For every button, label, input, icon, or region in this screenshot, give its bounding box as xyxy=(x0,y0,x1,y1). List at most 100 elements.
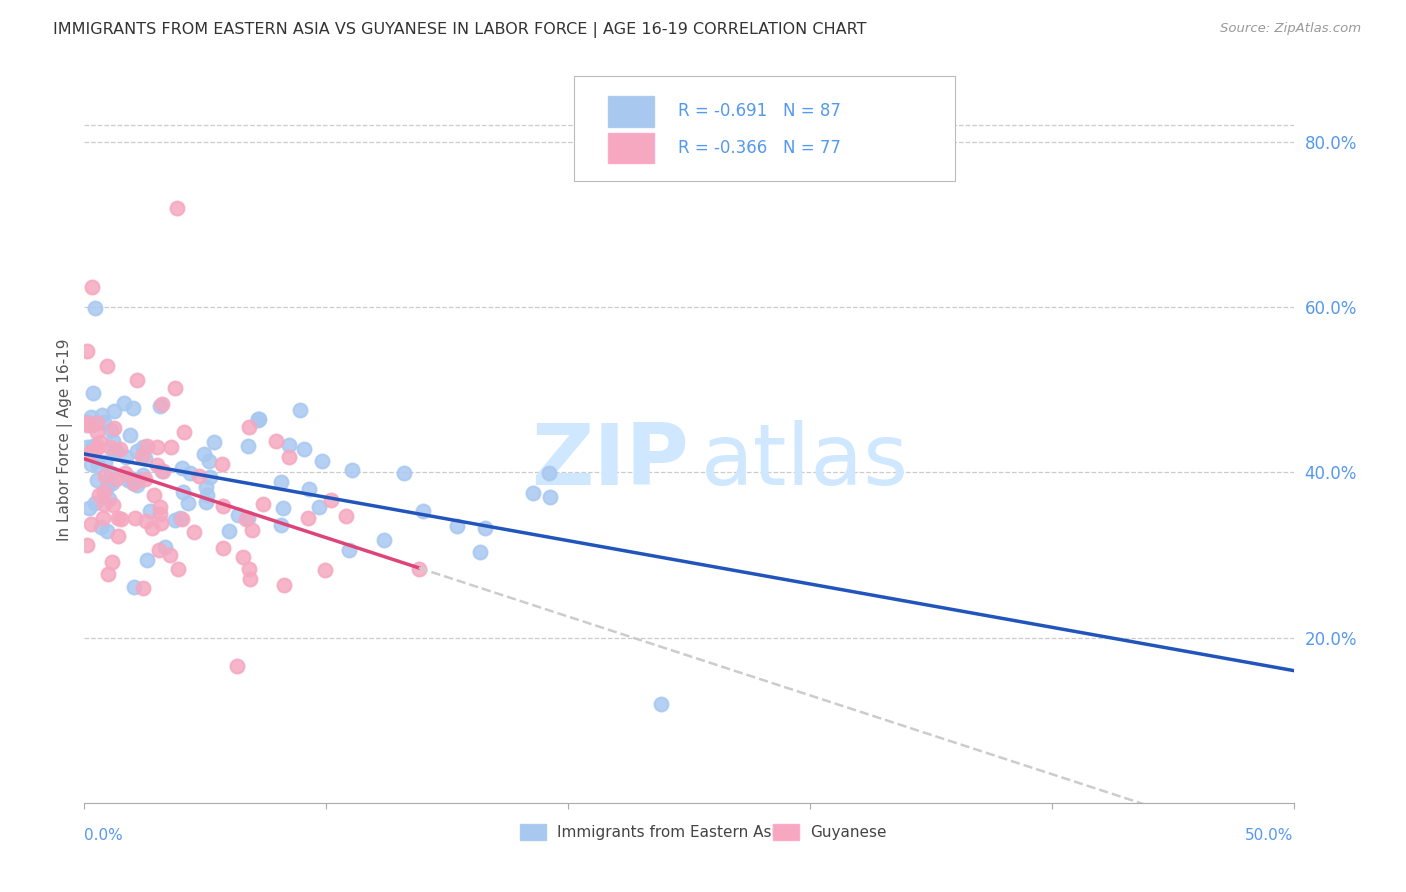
Point xyxy=(273,578,295,592)
Point xyxy=(183,525,205,540)
Point xyxy=(188,469,211,483)
Point xyxy=(100,423,122,437)
Point xyxy=(134,472,156,486)
Point xyxy=(247,411,270,425)
Text: ZIP: ZIP xyxy=(531,419,689,502)
Point xyxy=(80,445,103,459)
Point xyxy=(650,697,672,711)
Point xyxy=(122,473,145,487)
Point xyxy=(82,280,104,294)
Point xyxy=(82,417,104,432)
Point xyxy=(148,399,170,413)
Point xyxy=(193,447,215,461)
Point xyxy=(194,495,217,509)
Point xyxy=(108,442,131,457)
Point xyxy=(121,475,143,490)
Point xyxy=(150,396,173,410)
Point xyxy=(212,499,235,513)
Point xyxy=(101,498,124,512)
FancyBboxPatch shape xyxy=(607,96,654,127)
Text: R = -0.366   N = 77: R = -0.366 N = 77 xyxy=(678,139,841,157)
Point xyxy=(468,544,491,558)
Point xyxy=(211,457,233,471)
Point xyxy=(90,408,112,422)
Point xyxy=(103,434,125,448)
Point xyxy=(163,381,186,395)
Point xyxy=(211,541,233,556)
Point xyxy=(93,415,115,429)
Point xyxy=(311,454,333,468)
Point xyxy=(412,504,434,518)
Point xyxy=(235,512,257,526)
Text: R = -0.691   N = 87: R = -0.691 N = 87 xyxy=(678,103,841,120)
Point xyxy=(236,510,259,524)
Point xyxy=(139,504,162,518)
Point xyxy=(96,480,118,494)
Point xyxy=(446,519,468,533)
Point xyxy=(177,496,200,510)
Point xyxy=(105,442,128,457)
Point xyxy=(159,440,181,454)
Point xyxy=(236,439,259,453)
Point xyxy=(270,518,292,533)
Point xyxy=(194,480,217,494)
Point xyxy=(308,500,330,514)
Point xyxy=(76,417,98,431)
Point xyxy=(115,450,138,465)
Point xyxy=(252,497,274,511)
Point xyxy=(132,581,155,595)
Point xyxy=(319,492,342,507)
Point xyxy=(226,508,249,522)
Point xyxy=(122,580,145,594)
Point xyxy=(149,500,172,515)
Point xyxy=(82,439,104,453)
Point xyxy=(86,416,108,430)
Point xyxy=(145,458,167,472)
Point xyxy=(90,519,112,533)
Point xyxy=(314,563,336,577)
Point xyxy=(239,572,262,586)
Point xyxy=(87,440,110,454)
Point xyxy=(86,473,108,487)
Text: 0.0%: 0.0% xyxy=(84,828,124,843)
Point xyxy=(172,485,194,500)
Point xyxy=(166,201,188,215)
Point xyxy=(218,524,240,538)
FancyBboxPatch shape xyxy=(607,133,654,163)
Point xyxy=(79,409,101,424)
Point xyxy=(124,511,146,525)
Point xyxy=(172,512,194,526)
Point xyxy=(195,488,218,502)
Point xyxy=(288,403,311,417)
Point xyxy=(120,428,142,442)
Point xyxy=(80,517,103,532)
Point xyxy=(179,467,201,481)
Point xyxy=(87,488,110,502)
Point xyxy=(170,461,193,475)
Point xyxy=(202,434,225,449)
Point xyxy=(335,508,357,523)
Point xyxy=(127,373,149,387)
Point xyxy=(135,553,157,567)
Point xyxy=(292,442,315,456)
Point xyxy=(77,500,100,515)
Point xyxy=(537,466,560,480)
Point xyxy=(240,523,263,537)
Point xyxy=(76,538,98,552)
Point xyxy=(79,457,101,471)
Text: Source: ZipAtlas.com: Source: ZipAtlas.com xyxy=(1220,22,1361,36)
Point xyxy=(538,490,561,504)
Point xyxy=(101,555,124,569)
Point xyxy=(148,543,170,558)
Point xyxy=(337,542,360,557)
Point xyxy=(134,451,156,466)
Point xyxy=(132,440,155,454)
Point xyxy=(125,477,148,491)
Point xyxy=(173,425,195,440)
Point xyxy=(117,473,139,487)
Text: Guyanese: Guyanese xyxy=(810,825,886,839)
Point xyxy=(238,419,260,434)
Point xyxy=(135,514,157,528)
Point xyxy=(104,472,127,486)
Point xyxy=(87,458,110,472)
